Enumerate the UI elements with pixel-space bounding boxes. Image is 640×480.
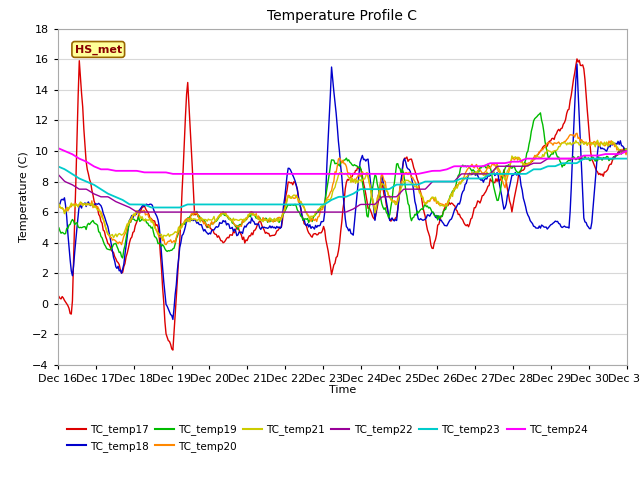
Title: Temperature Profile C: Temperature Profile C [268, 10, 417, 24]
TC_temp22 [325, 209, 333, 215]
TC_temp18 [363, 156, 371, 162]
TC_temp23 [581, 156, 589, 161]
TC_temp18 [329, 77, 337, 83]
TC_temp19 [536, 110, 544, 116]
TC_temp18 [325, 113, 333, 119]
TC_temp19 [612, 153, 620, 158]
TC_temp20 [623, 146, 631, 152]
TC_temp20 [325, 192, 333, 198]
TC_temp23 [612, 156, 620, 161]
Line: TC_temp18: TC_temp18 [58, 64, 627, 320]
TC_temp20 [329, 182, 337, 188]
TC_temp17 [623, 146, 631, 152]
TC_temp18 [612, 141, 620, 146]
TC_temp19 [363, 213, 371, 219]
TC_temp24 [522, 156, 529, 162]
Line: TC_temp24: TC_temp24 [58, 148, 627, 174]
TC_temp24 [325, 171, 333, 177]
TC_temp17 [329, 267, 337, 273]
TC_temp17 [363, 198, 371, 204]
TC_temp24 [170, 171, 178, 177]
TC_temp22 [363, 202, 371, 207]
TC_temp17 [522, 160, 529, 166]
TC_temp18 [54, 203, 61, 208]
Text: HS_met: HS_met [75, 44, 122, 55]
TC_temp23 [329, 196, 337, 202]
TC_temp20 [394, 195, 402, 201]
TC_temp18 [394, 206, 402, 212]
TC_temp17 [325, 255, 333, 261]
TC_temp17 [573, 56, 581, 62]
TC_temp21 [594, 137, 602, 143]
TC_temp18 [522, 204, 529, 210]
TC_temp19 [329, 157, 337, 163]
TC_temp19 [522, 157, 529, 163]
TC_temp22 [623, 148, 631, 154]
TC_temp23 [623, 156, 631, 161]
TC_temp22 [54, 171, 61, 177]
TC_temp17 [612, 153, 620, 159]
TC_temp23 [394, 182, 402, 188]
TC_temp21 [522, 162, 529, 168]
Line: TC_temp19: TC_temp19 [58, 113, 627, 258]
TC_temp20 [573, 131, 581, 136]
TC_temp19 [119, 255, 127, 261]
TC_temp18 [623, 146, 631, 152]
TC_temp18 [573, 61, 581, 67]
Line: TC_temp22: TC_temp22 [58, 151, 627, 212]
TC_temp19 [325, 171, 333, 177]
TC_temp21 [325, 197, 333, 203]
Line: TC_temp23: TC_temp23 [58, 158, 627, 207]
TC_temp21 [329, 189, 337, 194]
TC_temp19 [394, 161, 402, 167]
TC_temp21 [394, 199, 402, 204]
TC_temp17 [169, 347, 177, 353]
TC_temp18 [169, 317, 177, 323]
TC_temp21 [159, 236, 166, 242]
TC_temp22 [616, 148, 624, 154]
TC_temp23 [325, 198, 333, 204]
TC_temp23 [54, 163, 61, 169]
TC_temp20 [363, 170, 371, 176]
TC_temp24 [611, 151, 618, 157]
TC_temp21 [612, 143, 620, 148]
TC_temp24 [329, 171, 337, 177]
TC_temp23 [363, 186, 371, 192]
TC_temp24 [54, 145, 61, 151]
TC_temp24 [394, 171, 402, 177]
TC_temp24 [363, 171, 371, 177]
TC_temp22 [611, 154, 618, 159]
Line: TC_temp20: TC_temp20 [58, 133, 627, 245]
TC_temp20 [522, 163, 529, 169]
TC_temp23 [522, 171, 529, 177]
Line: TC_temp21: TC_temp21 [58, 140, 627, 239]
TC_temp22 [329, 209, 337, 215]
Legend: TC_temp17, TC_temp18, TC_temp19, TC_temp20, TC_temp21, TC_temp22, TC_temp23, TC_: TC_temp17, TC_temp18, TC_temp19, TC_temp… [63, 420, 593, 456]
TC_temp20 [612, 142, 620, 147]
TC_temp19 [623, 146, 631, 152]
TC_temp21 [623, 147, 631, 153]
TC_temp21 [363, 170, 371, 176]
TC_temp22 [394, 192, 402, 198]
TC_temp20 [162, 242, 170, 248]
TC_temp21 [54, 202, 61, 208]
TC_temp22 [134, 209, 141, 215]
TC_temp24 [623, 148, 631, 154]
TC_temp17 [54, 293, 61, 299]
X-axis label: Time: Time [329, 385, 356, 395]
TC_temp17 [394, 206, 402, 212]
TC_temp20 [54, 202, 61, 208]
Line: TC_temp17: TC_temp17 [58, 59, 627, 350]
Y-axis label: Temperature (C): Temperature (C) [19, 151, 29, 242]
TC_temp22 [522, 163, 529, 169]
TC_temp19 [54, 226, 61, 231]
TC_temp23 [148, 204, 156, 210]
